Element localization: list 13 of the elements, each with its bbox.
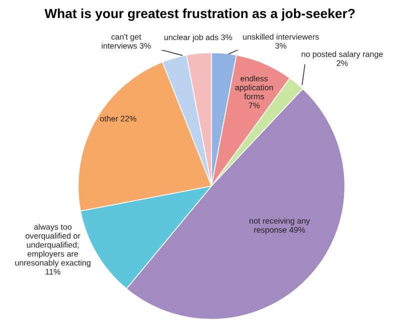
data-label: 11% bbox=[46, 268, 60, 275]
slice-label: unskilled interviewers bbox=[243, 34, 319, 40]
slice-label: can't get interviews 3% bbox=[102, 34, 151, 49]
slice-label: always too overqualified or underqualified; employers are unresonably exacting bbox=[15, 224, 90, 268]
slice-label: unclear job ads 3% bbox=[164, 34, 232, 42]
slice-label: other 22% bbox=[100, 116, 136, 122]
slice-label: not receiving any response 49% bbox=[250, 218, 310, 234]
data-label: 3% bbox=[275, 42, 286, 49]
data-label: 2% bbox=[336, 60, 348, 66]
slice-label: endless application forms bbox=[235, 75, 273, 100]
chart-title: What is your greatest frustration as a job-seeker? bbox=[44, 8, 355, 21]
slice-label: no posted salary range bbox=[302, 51, 383, 59]
data-label: 7% bbox=[248, 102, 260, 108]
